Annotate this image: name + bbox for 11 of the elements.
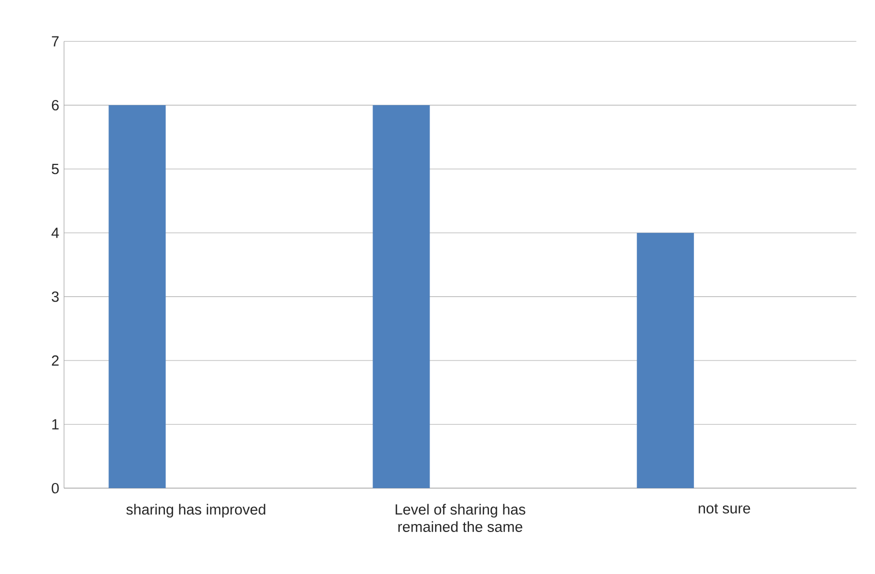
x-tick-label: not sure	[698, 504, 750, 514]
y-tick-label: 1	[52, 420, 59, 430]
x-tick-label: sharing has improved	[126, 504, 266, 518]
y-tick-label: 3	[52, 292, 59, 302]
y-tick-label: 6	[52, 100, 59, 111]
y-tick-label: 7	[52, 36, 59, 47]
y-tick-label: 4	[52, 228, 59, 238]
y-tick-label: 5	[52, 164, 59, 174]
x-tick-label: Level of sharing has remained the same	[396, 504, 526, 532]
y-tick-label: 2	[52, 356, 59, 366]
y-tick-label: 0	[52, 483, 59, 494]
